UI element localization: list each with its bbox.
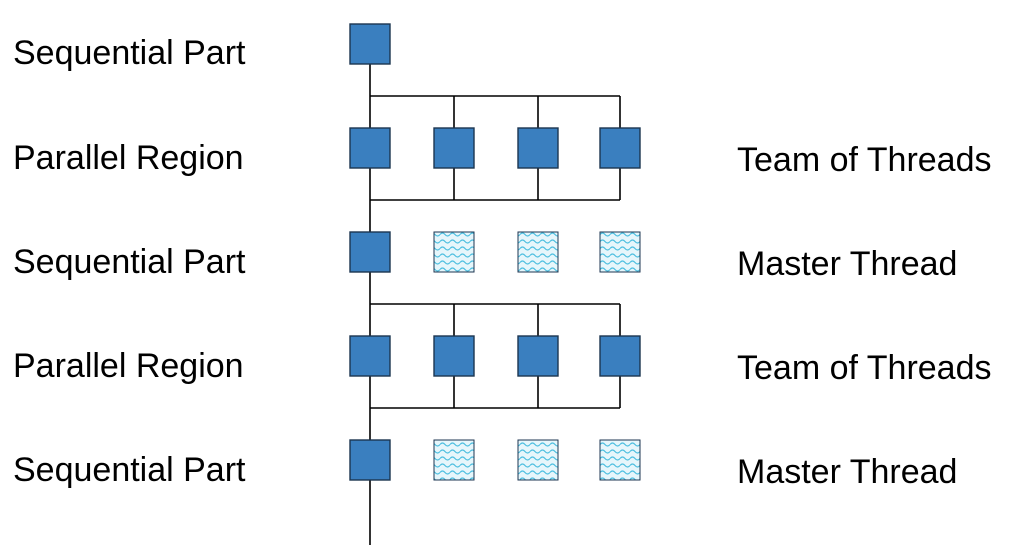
idle-thread-box [433,231,475,273]
thread-box-active [517,335,559,377]
master-thread-box [349,439,391,481]
thread-box-active [517,127,559,169]
row-3-right-label: Master Thread [737,245,958,283]
row-5-left-label: Sequential Part [13,451,246,489]
master-thread-box [349,231,391,273]
idle-thread-box [599,439,641,481]
row-1-left-label: Sequential Part [13,34,246,72]
idle-thread-box [599,231,641,273]
row-2-right-label: Team of Threads [737,141,992,179]
thread-boxes [349,23,641,481]
row-2-left-label: Parallel Region [13,139,244,177]
row-3-left-label: Sequential Part [13,243,246,281]
idle-thread-box [433,439,475,481]
idle-thread-box [517,439,559,481]
thread-box-active [349,335,391,377]
row-4-right-label: Team of Threads [737,349,992,387]
row-4-left-label: Parallel Region [13,347,244,385]
master-thread-box [349,23,391,65]
thread-box-active [599,335,641,377]
connector-lines [369,44,621,545]
thread-box-active [599,127,641,169]
thread-box-active [349,127,391,169]
row-5-right-label: Master Thread [737,453,958,491]
idle-thread-box [517,231,559,273]
thread-box-active [433,335,475,377]
thread-box-active [433,127,475,169]
